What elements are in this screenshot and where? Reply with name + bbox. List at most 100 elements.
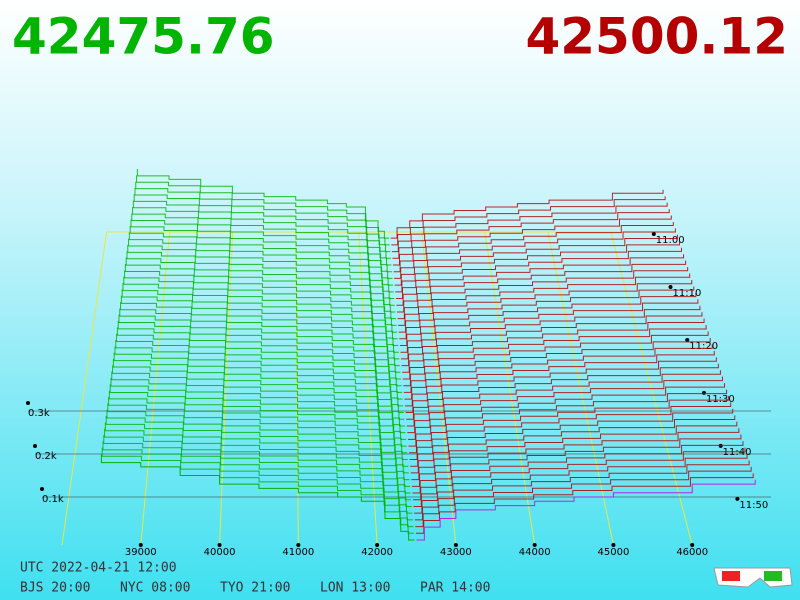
depth-history-line: [406, 370, 721, 427]
depth-history-line: [132, 207, 393, 279]
depth-history-line: [107, 403, 411, 487]
depth-history-line: [118, 314, 403, 393]
depth-history-line: [132, 200, 392, 273]
tick-mark: [453, 543, 458, 547]
grid-line: [421, 231, 457, 546]
depth-history-line: [106, 409, 411, 494]
depth-history-line: [115, 340, 405, 420]
x-tick-label: 44000: [519, 547, 551, 558]
depth-history-line: [112, 365, 407, 447]
depth-history-line: [390, 189, 664, 239]
depth-history-line: [395, 247, 683, 300]
depth-history-line: [397, 260, 687, 313]
depth-history-line: [129, 226, 395, 300]
depth-history-line: [113, 352, 406, 434]
depth-history-line: [111, 371, 408, 454]
time-label: 11:30: [706, 394, 735, 405]
depth-history-line: [135, 181, 391, 253]
depth-history-line: [126, 251, 397, 326]
tick-mark: [33, 444, 37, 448]
depth-history-line: [413, 447, 746, 507]
x-tick-label: 46000: [676, 547, 708, 558]
tick-mark: [690, 543, 695, 547]
utc-time: UTC 2022-04-21 12:00: [20, 561, 177, 576]
tick-mark: [40, 487, 44, 491]
depth-history-line: [394, 234, 678, 286]
grid-line: [140, 231, 171, 546]
x-tick-label: 41000: [282, 547, 314, 558]
tick-mark: [138, 543, 143, 547]
depth-history-line: [120, 302, 401, 380]
depth-history-line: [407, 376, 723, 434]
depth-history-line: [117, 321, 403, 400]
depth-history-line: [104, 422, 412, 507]
depth-history-line: [403, 338, 711, 393]
depth-history-line: [395, 241, 680, 293]
depth-history-line: [112, 359, 407, 440]
depth-history-line: [400, 299, 699, 353]
depth-history-line: [108, 397, 410, 481]
tick-mark: [26, 401, 30, 405]
tick-mark: [532, 543, 537, 547]
depth-history-line: [414, 460, 750, 521]
tick-mark: [611, 543, 616, 547]
depth-history-line: [114, 346, 405, 427]
depth-history-line: [409, 402, 732, 461]
depth-history-line: [101, 447, 414, 534]
depth-history-line: [120, 295, 401, 373]
depth-history-line: [411, 421, 738, 481]
depth-history-line: [124, 264, 398, 340]
zone-time: LON 13:00: [320, 581, 390, 596]
floor-edge: [61, 231, 108, 546]
depth-history-line: [134, 188, 391, 259]
depth-history-line: [136, 169, 390, 239]
depth-history-line: [410, 415, 736, 474]
zone-time: PAR 14:00: [420, 581, 490, 596]
depth-history-line: [415, 473, 754, 534]
depth-history-line: [124, 270, 399, 346]
depth-history-line: [122, 283, 400, 360]
time-label: 11:50: [739, 500, 768, 511]
ask-price: 42500.12: [525, 8, 788, 66]
depth-history-line: [407, 383, 726, 440]
tick-mark: [296, 543, 301, 547]
depth-history-line: [394, 228, 676, 279]
depth-history-line: [116, 333, 404, 414]
depth-history-line: [116, 327, 404, 407]
x-tick-label: 43000: [440, 547, 472, 558]
depth-history-line: [396, 254, 685, 306]
depth-history-line: [128, 232, 395, 306]
bid-price: 42475.76: [12, 8, 275, 66]
depth-history-line: [414, 454, 748, 514]
depth-history-line: [398, 279, 693, 333]
depth-history-line: [403, 331, 709, 387]
time-label: 11:20: [689, 341, 718, 352]
time-mark: [735, 496, 740, 501]
depth-history-line: [399, 286, 695, 340]
z-tick-label: 0.1k: [42, 494, 64, 505]
depth-history-line: [398, 273, 691, 326]
glasses-icon: [713, 567, 793, 588]
x-tick-label: 45000: [598, 547, 630, 558]
depth-history-line: [405, 350, 715, 407]
depth-history-line: [125, 257, 398, 333]
depth-history-line: [105, 416, 412, 501]
x-tick-label: 40000: [204, 547, 236, 558]
depth-history-line: [391, 202, 668, 253]
x-tick-label: 39000: [125, 547, 157, 558]
depth-history-line: [401, 305, 701, 360]
depth-history-line: [391, 196, 666, 246]
time-mark: [668, 284, 673, 289]
tick-mark: [217, 543, 222, 547]
depth-history-line: [402, 325, 707, 380]
depth-history-line: [103, 435, 413, 521]
time-label: 11:40: [723, 447, 752, 458]
depth-line: [416, 479, 756, 541]
depth-history-line: [110, 378, 408, 461]
depth-history-line: [127, 245, 396, 320]
depth-history-line: [397, 267, 689, 320]
depth-history-line: [130, 219, 394, 293]
depth-history-line: [392, 209, 670, 259]
